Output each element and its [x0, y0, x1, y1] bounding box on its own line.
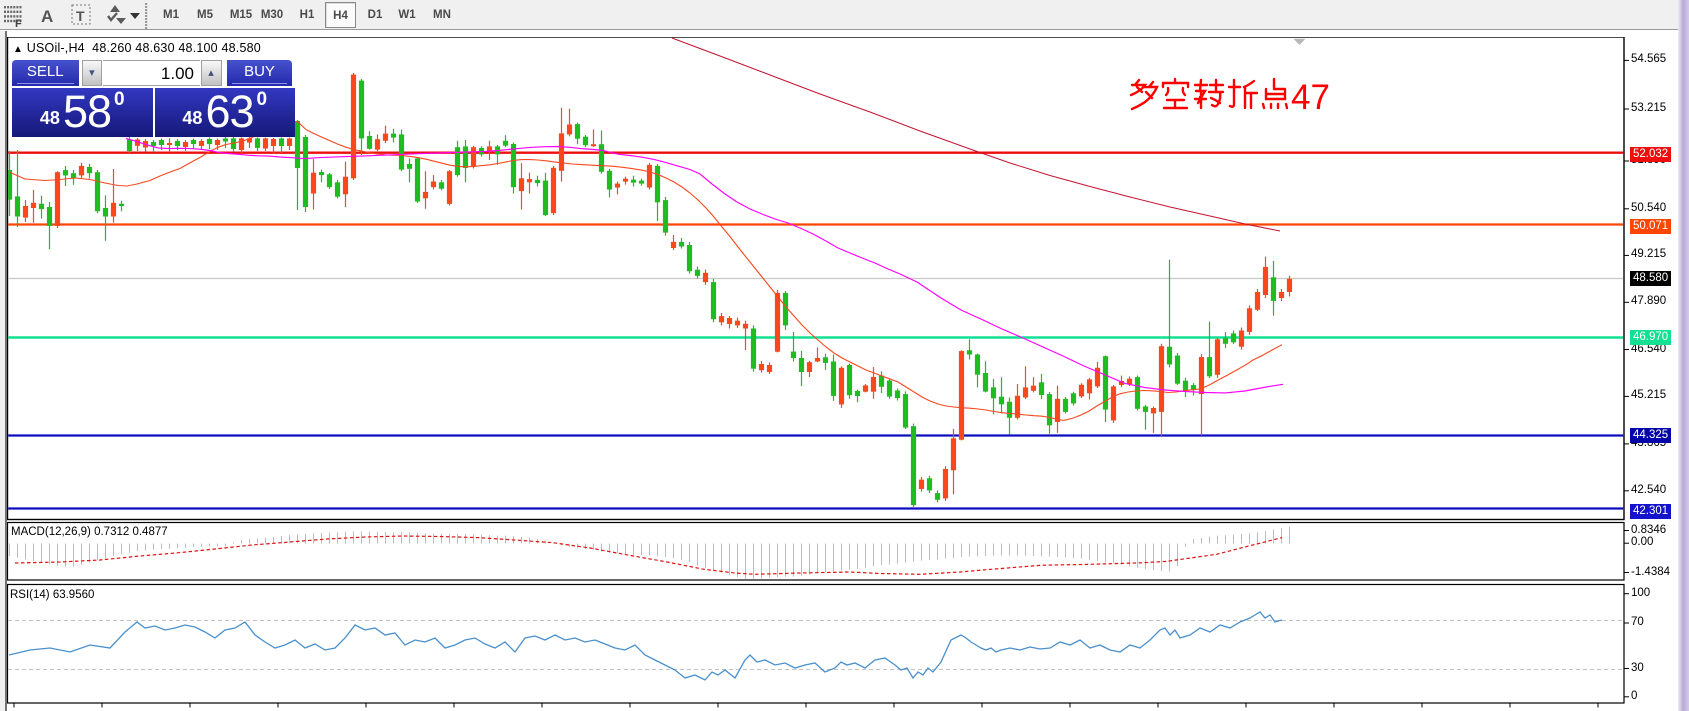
- svg-text:A: A: [41, 7, 53, 26]
- svg-text:T: T: [76, 8, 85, 24]
- svg-text:F: F: [15, 18, 22, 30]
- svg-text:47: 47: [1291, 78, 1330, 117]
